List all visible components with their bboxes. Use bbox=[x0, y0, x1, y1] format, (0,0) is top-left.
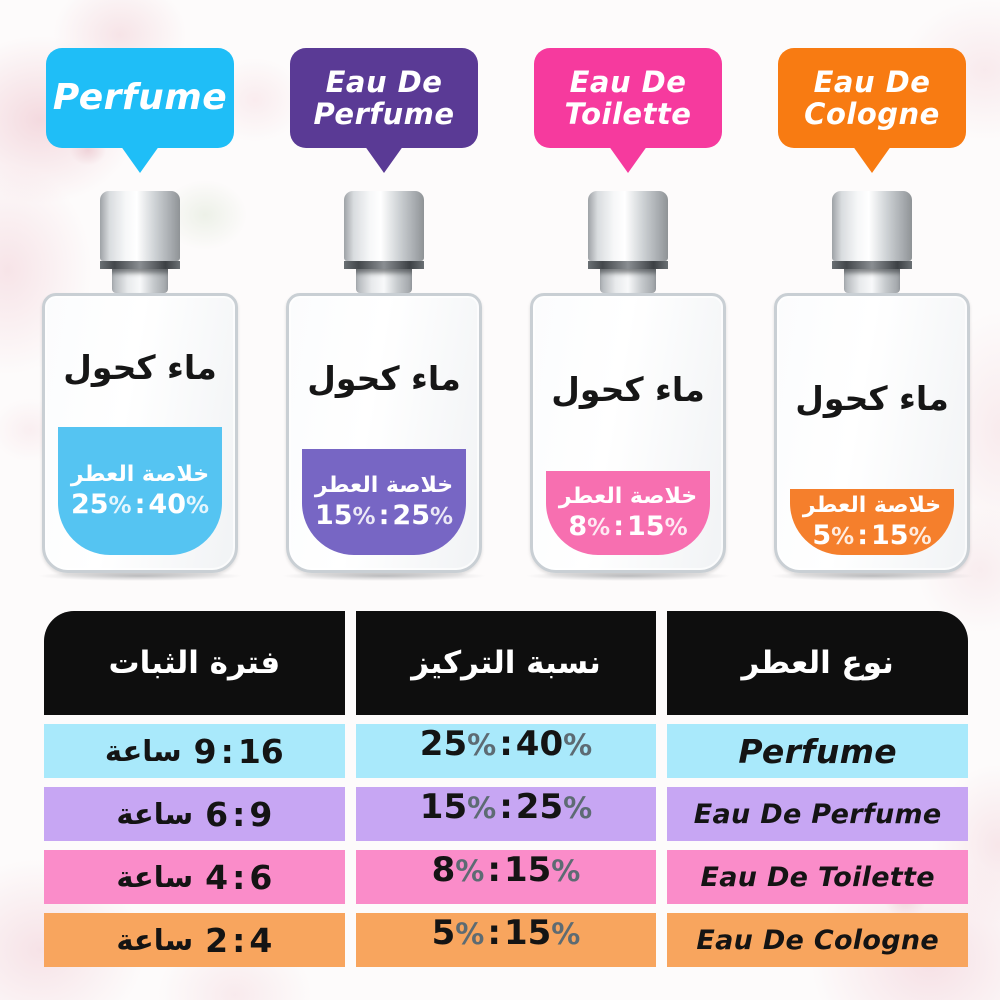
bubble-label: Perfume bbox=[52, 76, 228, 118]
eau-de-perfume-unit: Eau De Perfume ماء كحول خلاصة العطر 15%:… bbox=[281, 48, 487, 581]
duration-cell: ساعة 4:6 bbox=[44, 850, 345, 904]
bottle-body: ماء كحول خلاصة العطر 15%:25% bbox=[286, 293, 482, 573]
alcohol-water-label: ماء كحول bbox=[795, 379, 949, 418]
bubble-tail bbox=[365, 147, 403, 173]
eau-de-cologne-unit: Eau De Cologne ماء كحول خلاصة العطر 5%:1… bbox=[769, 48, 975, 581]
perfume-type-name: Perfume bbox=[738, 731, 897, 771]
bubble-label-line2: Cologne bbox=[804, 97, 940, 131]
alcohol-water-label: ماء كحول bbox=[63, 348, 217, 387]
eau-de-perfume-bubble: Eau De Perfume bbox=[290, 48, 478, 148]
essence-label: خلاصة العطر bbox=[314, 473, 454, 499]
bottle-collar bbox=[600, 269, 656, 293]
eau-de-toilette-unit: Eau De Toilette ماء كحول خلاصة العطر 8%:… bbox=[525, 48, 731, 581]
bottle-cap bbox=[344, 191, 424, 261]
bubble-label: Eau De bbox=[813, 64, 931, 99]
alcohol-water-label: ماء كحول bbox=[551, 370, 705, 409]
liquid-fill: خلاصة العطر 5%:15% bbox=[790, 489, 954, 555]
bottle-cap bbox=[832, 191, 912, 261]
hours-unit-label: ساعة bbox=[116, 797, 194, 831]
bubble-label: Eau De bbox=[325, 64, 443, 99]
duration-cell: ساعة 2:4 bbox=[44, 913, 345, 967]
essence-label: خلاصة العطر bbox=[558, 484, 698, 510]
perfume-type-name: Eau De Perfume bbox=[693, 798, 942, 830]
bottle-collar bbox=[844, 269, 900, 293]
essence-label: خلاصة العطر bbox=[802, 493, 942, 519]
type-cell: Eau De Perfume bbox=[667, 787, 968, 841]
bubble-label-line2: Toilette bbox=[564, 97, 692, 131]
concentration-cell: 15%:25% bbox=[355, 787, 657, 841]
bubble-label: Eau De bbox=[569, 64, 687, 99]
bottle-cap-band bbox=[100, 261, 180, 269]
liquid-fill: خلاصة العطر 8%:15% bbox=[546, 471, 710, 555]
bubble-tail bbox=[609, 147, 647, 173]
duration-value: 2:4 bbox=[205, 920, 273, 960]
type-cell: Eau De Toilette bbox=[667, 850, 968, 904]
perfume-type-name: Eau De Cologne bbox=[696, 924, 939, 956]
duration-value: 6:9 bbox=[205, 794, 273, 834]
concentration-value: 5%:15% bbox=[812, 519, 932, 551]
duration-cell: ساعة 9:16 bbox=[44, 724, 345, 778]
concentration-cell: 8%:15% bbox=[355, 850, 657, 904]
concentration-cell: 25%:40% bbox=[355, 724, 657, 778]
bottle-collar bbox=[356, 269, 412, 293]
bottle-cap-band bbox=[832, 261, 912, 269]
bottle-body: ماء كحول خلاصة العطر 5%:15% bbox=[774, 293, 970, 573]
eau-de-toilette-bottle: ماء كحول خلاصة العطر 8%:15% bbox=[525, 191, 731, 581]
essence-label: خلاصة العطر bbox=[70, 462, 210, 488]
eau-de-cologne-bottle: ماء كحول خلاصة العطر 5%:15% bbox=[769, 191, 975, 581]
header-type: نوع العطر bbox=[667, 611, 968, 715]
hours-unit-label: ساعة bbox=[116, 860, 194, 894]
bottle-cap bbox=[588, 191, 668, 261]
liquid-fill: خلاصة العطر 15%:25% bbox=[302, 449, 466, 555]
concentration-value: 15%:25% bbox=[314, 499, 454, 531]
bottle-body: ماء كحول خلاصة العطر 8%:15% bbox=[530, 293, 726, 573]
perfume-unit: Perfume ماء كحول خلاصة العطر 25%:40% bbox=[37, 48, 243, 581]
bottle-body: ماء كحول خلاصة العطر 25%:40% bbox=[42, 293, 238, 573]
perfume-type-name: Eau De Toilette bbox=[700, 861, 935, 893]
comparison-table: فترة الثبات نسبة التركيز نوع العطر ساعة … bbox=[44, 611, 968, 967]
eau-de-cologne-bubble: Eau De Cologne bbox=[778, 48, 966, 148]
duration-value: 9:16 bbox=[193, 731, 284, 771]
bottle-collar bbox=[112, 269, 168, 293]
duration-cell: ساعة 6:9 bbox=[44, 787, 345, 841]
hours-unit-label: ساعة bbox=[104, 734, 182, 768]
bubble-label-line2: Perfume bbox=[313, 97, 455, 131]
alcohol-water-label: ماء كحول bbox=[307, 359, 461, 398]
header-concentration: نسبة التركيز bbox=[355, 611, 657, 715]
duration-value: 4:6 bbox=[205, 857, 273, 897]
concentration-cell: 5%:15% bbox=[355, 913, 657, 967]
liquid-fill: خلاصة العطر 25%:40% bbox=[58, 427, 222, 555]
perfume-bubble: Perfume bbox=[46, 48, 234, 148]
eau-de-perfume-bottle: ماء كحول خلاصة العطر 15%:25% bbox=[281, 191, 487, 581]
perfume-types-strip: Perfume ماء كحول خلاصة العطر 25%:40% bbox=[37, 48, 975, 581]
type-cell: Eau De Cologne bbox=[667, 913, 968, 967]
concentration-value: 25%:40% bbox=[70, 488, 210, 520]
bubble-tail bbox=[121, 147, 159, 173]
hours-unit-label: ساعة bbox=[116, 923, 194, 957]
eau-de-toilette-bubble: Eau De Toilette bbox=[534, 48, 722, 148]
bottle-cap-band bbox=[344, 261, 424, 269]
type-cell: Perfume bbox=[667, 724, 968, 778]
header-duration: فترة الثبات bbox=[44, 611, 345, 715]
concentration-value: 8%:15% bbox=[568, 510, 688, 542]
bottle-cap-band bbox=[588, 261, 668, 269]
bubble-tail bbox=[853, 147, 891, 173]
bottle-cap bbox=[100, 191, 180, 261]
perfume-bottle: ماء كحول خلاصة العطر 25%:40% bbox=[37, 191, 243, 581]
